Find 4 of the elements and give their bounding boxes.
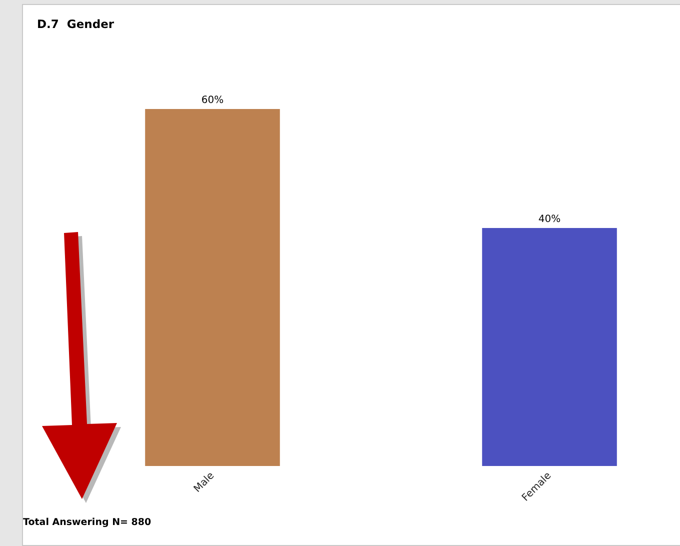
chart-title: D.7 Gender: [37, 17, 114, 31]
data-label: 40%: [538, 214, 561, 225]
text: Total Answering N= 880: [23, 517, 152, 528]
data-label: 60%: [201, 95, 224, 106]
